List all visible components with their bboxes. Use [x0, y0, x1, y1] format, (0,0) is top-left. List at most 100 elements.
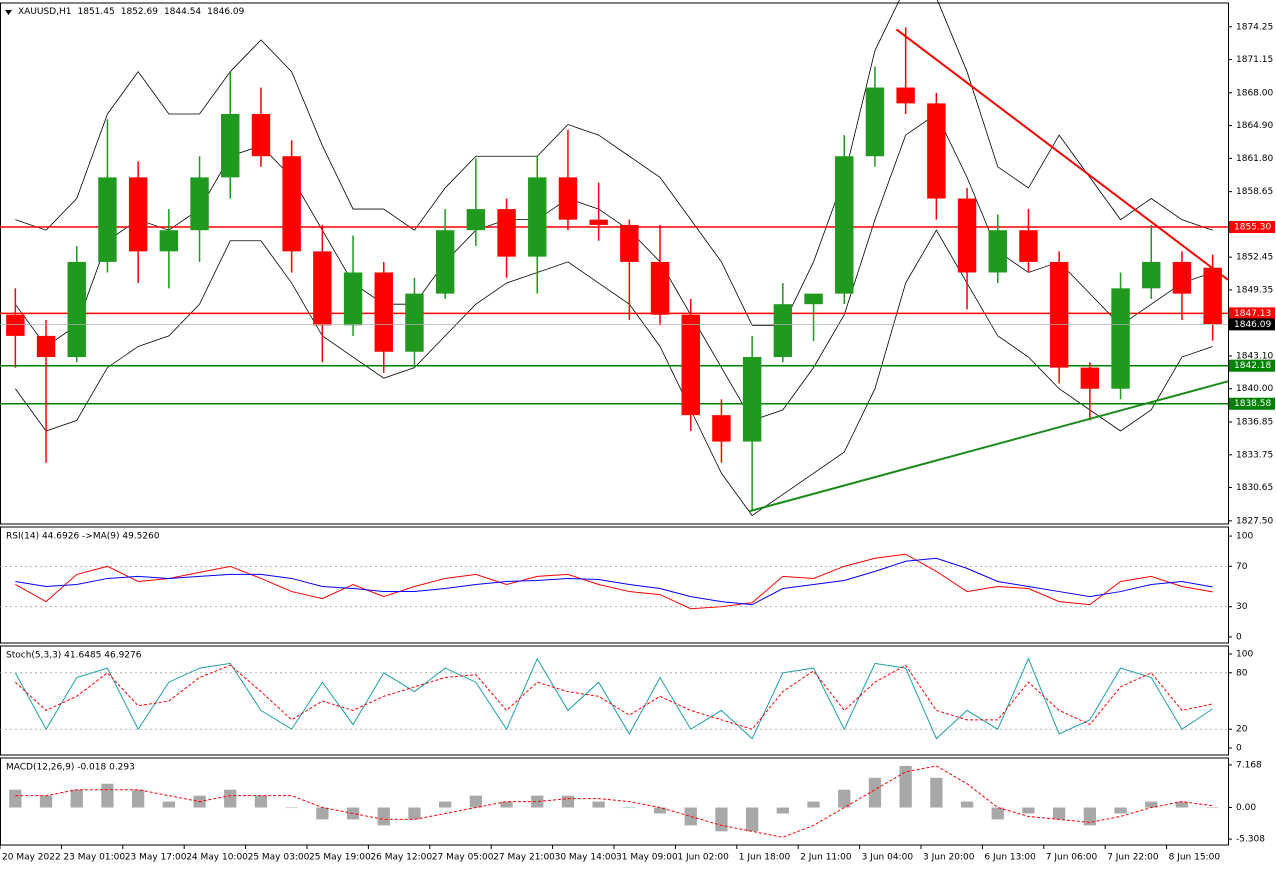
menu-arrow: [5, 10, 12, 15]
level-label-box: [1229, 307, 1275, 320]
y-tick-label: 0.00: [1236, 803, 1256, 813]
y-tick-label: 7.168: [1236, 760, 1262, 770]
histogram-bar: [316, 807, 329, 820]
y-tick-label: 1843.10: [1236, 351, 1273, 361]
current-price-box: [1229, 318, 1275, 331]
candle-body: [650, 261, 670, 315]
candle-body: [1049, 261, 1069, 368]
x-tick-label: 30 May 14:00: [555, 853, 617, 863]
histogram-bar: [776, 807, 789, 814]
histogram-bar: [254, 795, 268, 808]
trend-line: [748, 380, 1229, 513]
ohlc-open: 1851.45: [78, 7, 115, 17]
histogram-bar: [500, 801, 513, 808]
candle-body: [742, 357, 762, 442]
candle-body: [282, 156, 301, 252]
level-label-box: [1229, 397, 1275, 410]
y-tick-label: 1864.90: [1236, 121, 1273, 131]
panel-title: MACD(12,26,9) -0.018 0.293: [6, 763, 135, 773]
histogram-bar: [838, 789, 851, 808]
histogram-bar: [960, 801, 974, 808]
panel-frame: [0, 2, 1229, 525]
y-tick-label: 100: [1236, 532, 1253, 542]
histogram-bar: [807, 801, 820, 808]
histogram-bar: [592, 801, 605, 808]
candle-body: [405, 293, 424, 352]
histogram-bar: [439, 801, 452, 808]
histogram-bar: [39, 795, 53, 808]
y-tick-label: 70: [1236, 562, 1248, 572]
ohlc-low: 1844.54: [164, 7, 201, 17]
y-tick-label: 20: [1236, 725, 1248, 735]
candle-body: [36, 335, 56, 358]
candle-body: [67, 261, 86, 358]
histogram-bar: [746, 807, 759, 832]
histogram-bar: [1053, 807, 1066, 820]
x-tick-label: 24 May 10:00: [186, 853, 248, 863]
candle-body: [957, 198, 977, 273]
x-tick-label: 26 May 12:00: [370, 853, 432, 863]
candle-body: [343, 272, 363, 326]
x-tick-label: 31 May 09:00: [616, 853, 678, 863]
x-tick-label: 6 Jun 13:00: [984, 853, 1036, 863]
histogram-bar: [623, 807, 636, 809]
y-tick-label: 1858.65: [1236, 187, 1273, 197]
histogram-bar: [653, 807, 667, 814]
histogram-bar: [1022, 807, 1035, 814]
histogram-bar: [868, 777, 882, 808]
histogram-bar: [9, 789, 22, 808]
panel-title: RSI(14) 44.6926 ->MA(9) 49.5260: [6, 532, 160, 542]
y-tick-label: 1836.85: [1236, 418, 1273, 428]
ohlc-high: 1852.69: [121, 7, 158, 17]
histogram-bar: [377, 807, 390, 826]
histogram-bar: [469, 795, 482, 808]
histogram-bar: [1145, 801, 1158, 808]
histogram-bar: [101, 783, 114, 808]
panel-frame: [0, 526, 1229, 644]
candle-body: [221, 113, 240, 178]
indicator-line: [15, 664, 1213, 730]
candle-body: [251, 113, 271, 157]
panel-frame: [0, 757, 1229, 846]
x-tick-label: 3 Jun 04:00: [862, 853, 914, 863]
y-tick-label: 0: [1236, 744, 1242, 754]
candle-body: [313, 251, 332, 326]
bollinger-upper: [15, 0, 1213, 326]
y-tick-label: 1833.75: [1236, 450, 1273, 460]
histogram-bar: [1114, 807, 1127, 814]
histogram-bar: [1083, 807, 1096, 826]
level-label-box: [1229, 221, 1275, 234]
level-label: 1855.30: [1234, 223, 1271, 233]
bollinger-middle: [15, 113, 1213, 421]
histogram-bar: [162, 801, 175, 808]
candle-body: [681, 314, 700, 416]
y-tick-label: 100: [1236, 649, 1253, 659]
symbol: XAUUSD,H1: [18, 7, 72, 17]
candle-body: [1080, 367, 1100, 389]
candle-body: [497, 209, 516, 257]
candle-body: [435, 230, 455, 294]
x-tick-label: 20 May 2022: [2, 853, 61, 863]
ohlc-close: 1846.09: [207, 7, 244, 17]
histogram-bar: [408, 807, 421, 820]
x-tick-label: 27 May 05:00: [432, 853, 494, 863]
panel-frame: [0, 645, 1229, 756]
histogram-bar: [285, 807, 298, 809]
indicator-line: [15, 553, 1213, 610]
histogram-bar: [991, 807, 1004, 820]
y-tick-label: 1874.25: [1236, 22, 1273, 32]
x-tick-label: 23 May 01:00: [63, 853, 125, 863]
candle-body: [1203, 267, 1222, 325]
panel-title: Stoch(5,3,3) 41.6485 46.9276: [6, 651, 142, 661]
candle-body: [6, 314, 25, 336]
candle-body: [896, 87, 915, 104]
y-tick-label: 1868.00: [1236, 88, 1273, 98]
y-tick-label: 1840.00: [1236, 384, 1273, 394]
candle-body: [1019, 230, 1038, 262]
indicator-line: [15, 557, 1213, 606]
level-label: 1847.13: [1234, 309, 1271, 319]
candle-body: [804, 293, 823, 305]
